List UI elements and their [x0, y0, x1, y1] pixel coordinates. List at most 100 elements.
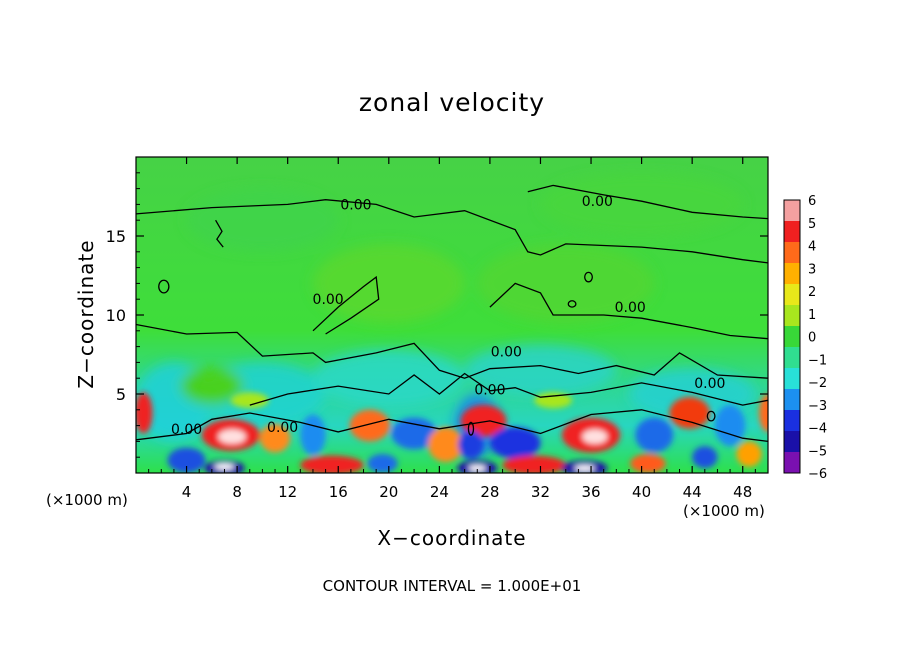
x-tick-label: 44: [683, 483, 702, 501]
contour-label: 0.00: [694, 376, 725, 392]
field-extremum: [635, 417, 674, 453]
contour-label: 0.00: [582, 194, 613, 210]
field-region: [312, 349, 465, 407]
field-region: [477, 243, 655, 323]
colorbar: 6 5 4 3 2 1 0 −1 −2 −3 −4 −5 −6: [783, 194, 827, 482]
field-extremum: [300, 414, 326, 456]
contour-label: 0.00: [171, 422, 202, 438]
x-tick-label: 8: [232, 483, 242, 501]
colorbar-tick-label: −2: [808, 376, 827, 391]
x-axis-label: X−coordinate: [377, 526, 527, 550]
chart-title: zonal velocity: [358, 88, 546, 117]
colorbar-segment: [784, 431, 800, 453]
colorbar-tick-label: 3: [808, 262, 816, 277]
field-extremum: [502, 455, 566, 473]
contour-label: 0.00: [313, 292, 344, 308]
x-unit-label-right: (×1000 m): [683, 502, 765, 520]
colorbar-segment: [784, 221, 800, 243]
colorbar-tick-label: −1: [808, 353, 827, 368]
field-extremum: [230, 392, 269, 409]
small-contour-loop: [158, 279, 170, 294]
colorbar-segment: [784, 368, 800, 390]
colorbar-tick-label: −3: [808, 399, 827, 414]
colorbar-segment: [784, 389, 800, 411]
small-contour-loop: [467, 421, 475, 436]
contour-label: 0.00: [267, 420, 298, 436]
field-region: [312, 243, 465, 323]
plot-area: 0.00 0.00 0.00 0.00 0.00 0.00 0.00 0.00 0.00: [136, 157, 768, 473]
field-extremum: [759, 394, 768, 432]
zero-contour-line: [527, 184, 768, 220]
field-region: [186, 188, 339, 252]
x-tick-label: 16: [329, 483, 348, 501]
x-tick-label: 4: [182, 483, 192, 501]
x-tick-label: 12: [278, 483, 297, 501]
zero-contour-line: [215, 219, 224, 248]
field-extremum: [427, 427, 464, 462]
contour-label: 0.00: [615, 300, 646, 316]
field-extremum: [367, 454, 398, 473]
x-tick-label: 40: [632, 483, 651, 501]
y-tick-label: 10: [106, 306, 126, 325]
colorbar-tick-label: 5: [808, 217, 816, 232]
colorbar-tick-label: 0: [808, 331, 816, 346]
field-extremum: [458, 430, 484, 459]
colorbar-segment: [784, 200, 800, 222]
colorbar-segment: [784, 326, 800, 348]
contour-label: 0.00: [491, 344, 522, 360]
x-unit-label-left: (×1000 m): [46, 491, 128, 509]
colorbar-tick-label: 4: [808, 240, 816, 255]
field-region: [540, 172, 743, 236]
field-extremum: [692, 446, 718, 469]
field-extremum: [259, 424, 291, 453]
colorbar-tick-label: 1: [808, 308, 816, 323]
zero-contour-line: [136, 323, 768, 379]
field-region: [464, 345, 617, 396]
contour-interval-note: CONTOUR INTERVAL = 1.000E+01: [322, 577, 582, 595]
x-tick-label: 24: [430, 483, 449, 501]
colorbar-frame: [783, 199, 801, 474]
contour-label: 0.00: [340, 197, 371, 213]
colorbar-tick-label: −5: [808, 444, 827, 459]
y-tick-label: 5: [116, 385, 126, 404]
x-tick-label: 20: [379, 483, 398, 501]
field-extremum: [489, 427, 541, 459]
x-tick-label: 36: [581, 483, 600, 501]
y-tick-label: 15: [106, 227, 126, 246]
zero-contour-line: [489, 282, 768, 340]
x-tick-label: 48: [733, 483, 752, 501]
field-extremum: [468, 465, 487, 472]
field-extremum: [167, 447, 206, 473]
field-extremum: [218, 429, 246, 444]
field-region: [180, 367, 244, 406]
field-extremum: [349, 409, 391, 442]
colorbar-tick-label: 6: [808, 194, 816, 209]
colorbar-segment: [784, 284, 800, 306]
field-extremum: [669, 397, 710, 429]
field-extremum: [300, 455, 364, 473]
field-extremum: [136, 392, 153, 434]
field-extremum: [736, 441, 762, 467]
y-axis-label: Z−coordinate: [74, 239, 98, 389]
contour-label: 0.00: [474, 382, 505, 398]
x-tick-label: 28: [480, 483, 499, 501]
colorbar-segment: [784, 305, 800, 327]
small-contour-loop: [584, 271, 593, 283]
small-contour-loop: [706, 410, 716, 422]
field-extremum: [214, 463, 235, 470]
colorbar-segment: [784, 242, 800, 264]
field-region: [628, 368, 756, 420]
field-extremum: [714, 405, 746, 447]
field-extremum: [574, 465, 595, 472]
colorbar-segment: [784, 410, 800, 432]
colorbar-segment: [784, 347, 800, 369]
small-contour-loop: [567, 300, 577, 308]
field-extremum: [460, 405, 507, 437]
zero-contour-line: [312, 275, 380, 335]
colorbar-segment: [784, 263, 800, 285]
colorbar-segment: [784, 452, 800, 474]
colorbar-tick-label: −6: [808, 467, 827, 482]
zero-contour-line: [136, 199, 768, 264]
field-extremum: [582, 429, 608, 444]
